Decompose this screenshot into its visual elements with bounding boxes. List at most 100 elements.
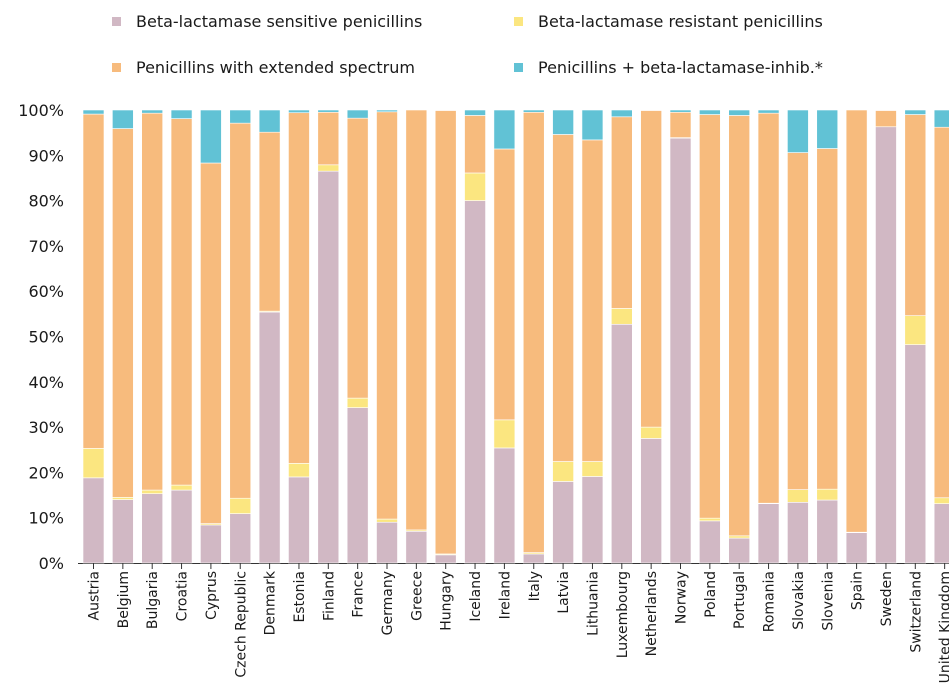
bar-segment-luxembourg-2 bbox=[610, 116, 633, 309]
bar-segment-belgium-2 bbox=[112, 128, 134, 498]
x-tick-label-germany: Germany bbox=[380, 571, 396, 635]
bar-segment-estonia-3 bbox=[288, 109, 310, 114]
bar-segment-germany-3 bbox=[376, 109, 398, 113]
y-tick-label: 70% bbox=[28, 237, 64, 256]
bar-segment-netherlands-0 bbox=[640, 438, 662, 564]
bar-segment-slovakia-2 bbox=[787, 152, 809, 490]
bar-segment-romania-3 bbox=[757, 109, 780, 114]
bar-segment-greece-0 bbox=[405, 530, 428, 564]
bar-segment-romania-0 bbox=[757, 503, 780, 564]
x-tick-label-switzerland: Switzerland bbox=[908, 571, 924, 653]
bar-segment-austria-1 bbox=[82, 448, 105, 479]
bar-segment-norway-2 bbox=[669, 111, 692, 138]
bar-segment-luxembourg-1 bbox=[610, 308, 633, 325]
x-tick-label-spain: Spain bbox=[850, 571, 866, 610]
bar-segment-belgium-3 bbox=[112, 109, 134, 129]
x-tick-label-luxembourg: Luxembourg bbox=[615, 571, 631, 658]
bar-segment-lithuania-3 bbox=[581, 109, 604, 141]
bar-segment-italy-0 bbox=[522, 553, 545, 564]
legend-label-extended: Penicillins with extended spectrum bbox=[136, 58, 415, 77]
x-tick-label-slovakia: Slovakia bbox=[791, 571, 807, 630]
legend-label-inhibitor: Penicillins + beta-lactamase-inhib.* bbox=[538, 58, 823, 77]
x-tick-label-austria: Austria bbox=[87, 571, 103, 620]
x-tick-label-sweden: Sweden bbox=[879, 571, 895, 626]
x-tick-label-bulgaria: Bulgaria bbox=[145, 571, 161, 629]
bar-segment-switzerland-1 bbox=[904, 315, 927, 345]
bar-segment-finland-3 bbox=[317, 109, 340, 113]
bar-segment-spain-2 bbox=[845, 109, 868, 533]
bar-segment-slovenia-1 bbox=[816, 488, 839, 501]
bar-segment-portugal-0 bbox=[728, 537, 751, 564]
bar-segment-bulgaria-3 bbox=[141, 109, 163, 114]
bar-segment-poland-3 bbox=[699, 109, 721, 115]
bar-segment-ireland-1 bbox=[493, 419, 516, 449]
x-tick-label-latvia: Latvia bbox=[556, 571, 572, 614]
bar-segment-portugal-3 bbox=[728, 109, 751, 116]
x-tick-label-netherlands: Netherlands bbox=[644, 571, 660, 656]
bar-segment-netherlands-2 bbox=[640, 110, 662, 428]
bar-segment-iceland-1 bbox=[464, 172, 486, 201]
bar-segment-latvia-0 bbox=[552, 481, 574, 564]
y-tick-label: 20% bbox=[28, 463, 64, 482]
x-tick-label-finland: Finland bbox=[321, 571, 337, 621]
bar-segment-ireland-0 bbox=[493, 447, 516, 564]
x-tick-label-belgium: Belgium bbox=[116, 571, 132, 628]
bar-segment-slovenia-3 bbox=[816, 109, 839, 149]
bar-segment-lithuania-1 bbox=[581, 461, 604, 477]
bar-segment-slovenia-0 bbox=[816, 499, 839, 564]
bar-segment-czech-republic-2 bbox=[229, 122, 252, 499]
legend-swatch-inhibitor bbox=[514, 63, 523, 72]
x-tick-label-slovenia: Slovenia bbox=[820, 571, 836, 631]
bar-segment-romania-2 bbox=[757, 112, 780, 504]
bar-segment-czech-republic-0 bbox=[229, 513, 252, 564]
y-tick-label: 50% bbox=[28, 328, 64, 347]
bar-segment-slovenia-2 bbox=[816, 148, 839, 490]
bar-segment-denmark-2 bbox=[258, 131, 281, 312]
bar-segment-lithuania-0 bbox=[581, 476, 604, 564]
legend-swatch-sensitive bbox=[112, 17, 121, 26]
x-tick-label-czech-republic: Czech Republic bbox=[233, 571, 249, 678]
bar-segment-croatia-0 bbox=[170, 489, 193, 564]
bar-segment-bulgaria-0 bbox=[141, 493, 163, 564]
bar-segment-sweden-2 bbox=[875, 110, 897, 128]
bar-segment-italy-3 bbox=[522, 109, 545, 113]
y-tick-label: 100% bbox=[18, 101, 64, 120]
bar-segment-estonia-2 bbox=[288, 112, 310, 464]
legend-item-beta-lactamase-sensitive: Beta-lactamase sensitive penicillins bbox=[112, 12, 422, 31]
bar-segment-estonia-1 bbox=[288, 463, 310, 478]
legend-item-inhibitor-combinations: Penicillins + beta-lactamase-inhib.* bbox=[514, 58, 823, 77]
legend-item-extended-spectrum: Penicillins with extended spectrum bbox=[112, 58, 415, 77]
bar-segment-denmark-3 bbox=[258, 109, 281, 133]
bar-segment-luxembourg-0 bbox=[610, 323, 633, 564]
bar-segment-finland-2 bbox=[317, 111, 340, 166]
bar-segment-france-1 bbox=[346, 397, 369, 408]
x-tick-label-norway: Norway bbox=[674, 571, 690, 624]
bar-segment-latvia-2 bbox=[552, 134, 574, 462]
bar-segment-iceland-3 bbox=[464, 109, 486, 116]
bar-segment-ireland-3 bbox=[493, 109, 516, 150]
bar-segment-netherlands-1 bbox=[640, 426, 662, 439]
bar-segment-austria-2 bbox=[82, 113, 105, 449]
bar-segment-portugal-2 bbox=[728, 115, 751, 537]
x-tick-label-cyprus: Cyprus bbox=[204, 571, 220, 620]
bar-segment-poland-0 bbox=[699, 520, 721, 564]
y-tick-label: 80% bbox=[28, 192, 64, 211]
legend-label-sensitive: Beta-lactamase sensitive penicillins bbox=[136, 12, 423, 31]
bar-segment-croatia-2 bbox=[170, 118, 193, 486]
bar-segment-greece-2 bbox=[405, 109, 428, 531]
bar-segment-czech-republic-3 bbox=[229, 109, 252, 124]
bar-segment-switzerland-3 bbox=[904, 109, 927, 115]
bar-segment-luxembourg-3 bbox=[610, 109, 633, 118]
bar-segment-poland-2 bbox=[699, 114, 721, 519]
x-tick-label-italy: Italy bbox=[527, 571, 543, 601]
y-tick-label: 0% bbox=[39, 554, 64, 573]
bar-segment-lithuania-2 bbox=[581, 139, 604, 462]
bar-segment-austria-0 bbox=[82, 477, 105, 564]
bar-segment-united-kingdom-2 bbox=[933, 126, 949, 499]
bar-segment-germany-2 bbox=[376, 111, 398, 520]
x-tick-label-croatia: Croatia bbox=[175, 571, 191, 621]
bar-segment-hungary-2 bbox=[434, 110, 457, 555]
bar-segment-united-kingdom-3 bbox=[933, 109, 949, 128]
bar-segment-norway-0 bbox=[669, 137, 692, 564]
